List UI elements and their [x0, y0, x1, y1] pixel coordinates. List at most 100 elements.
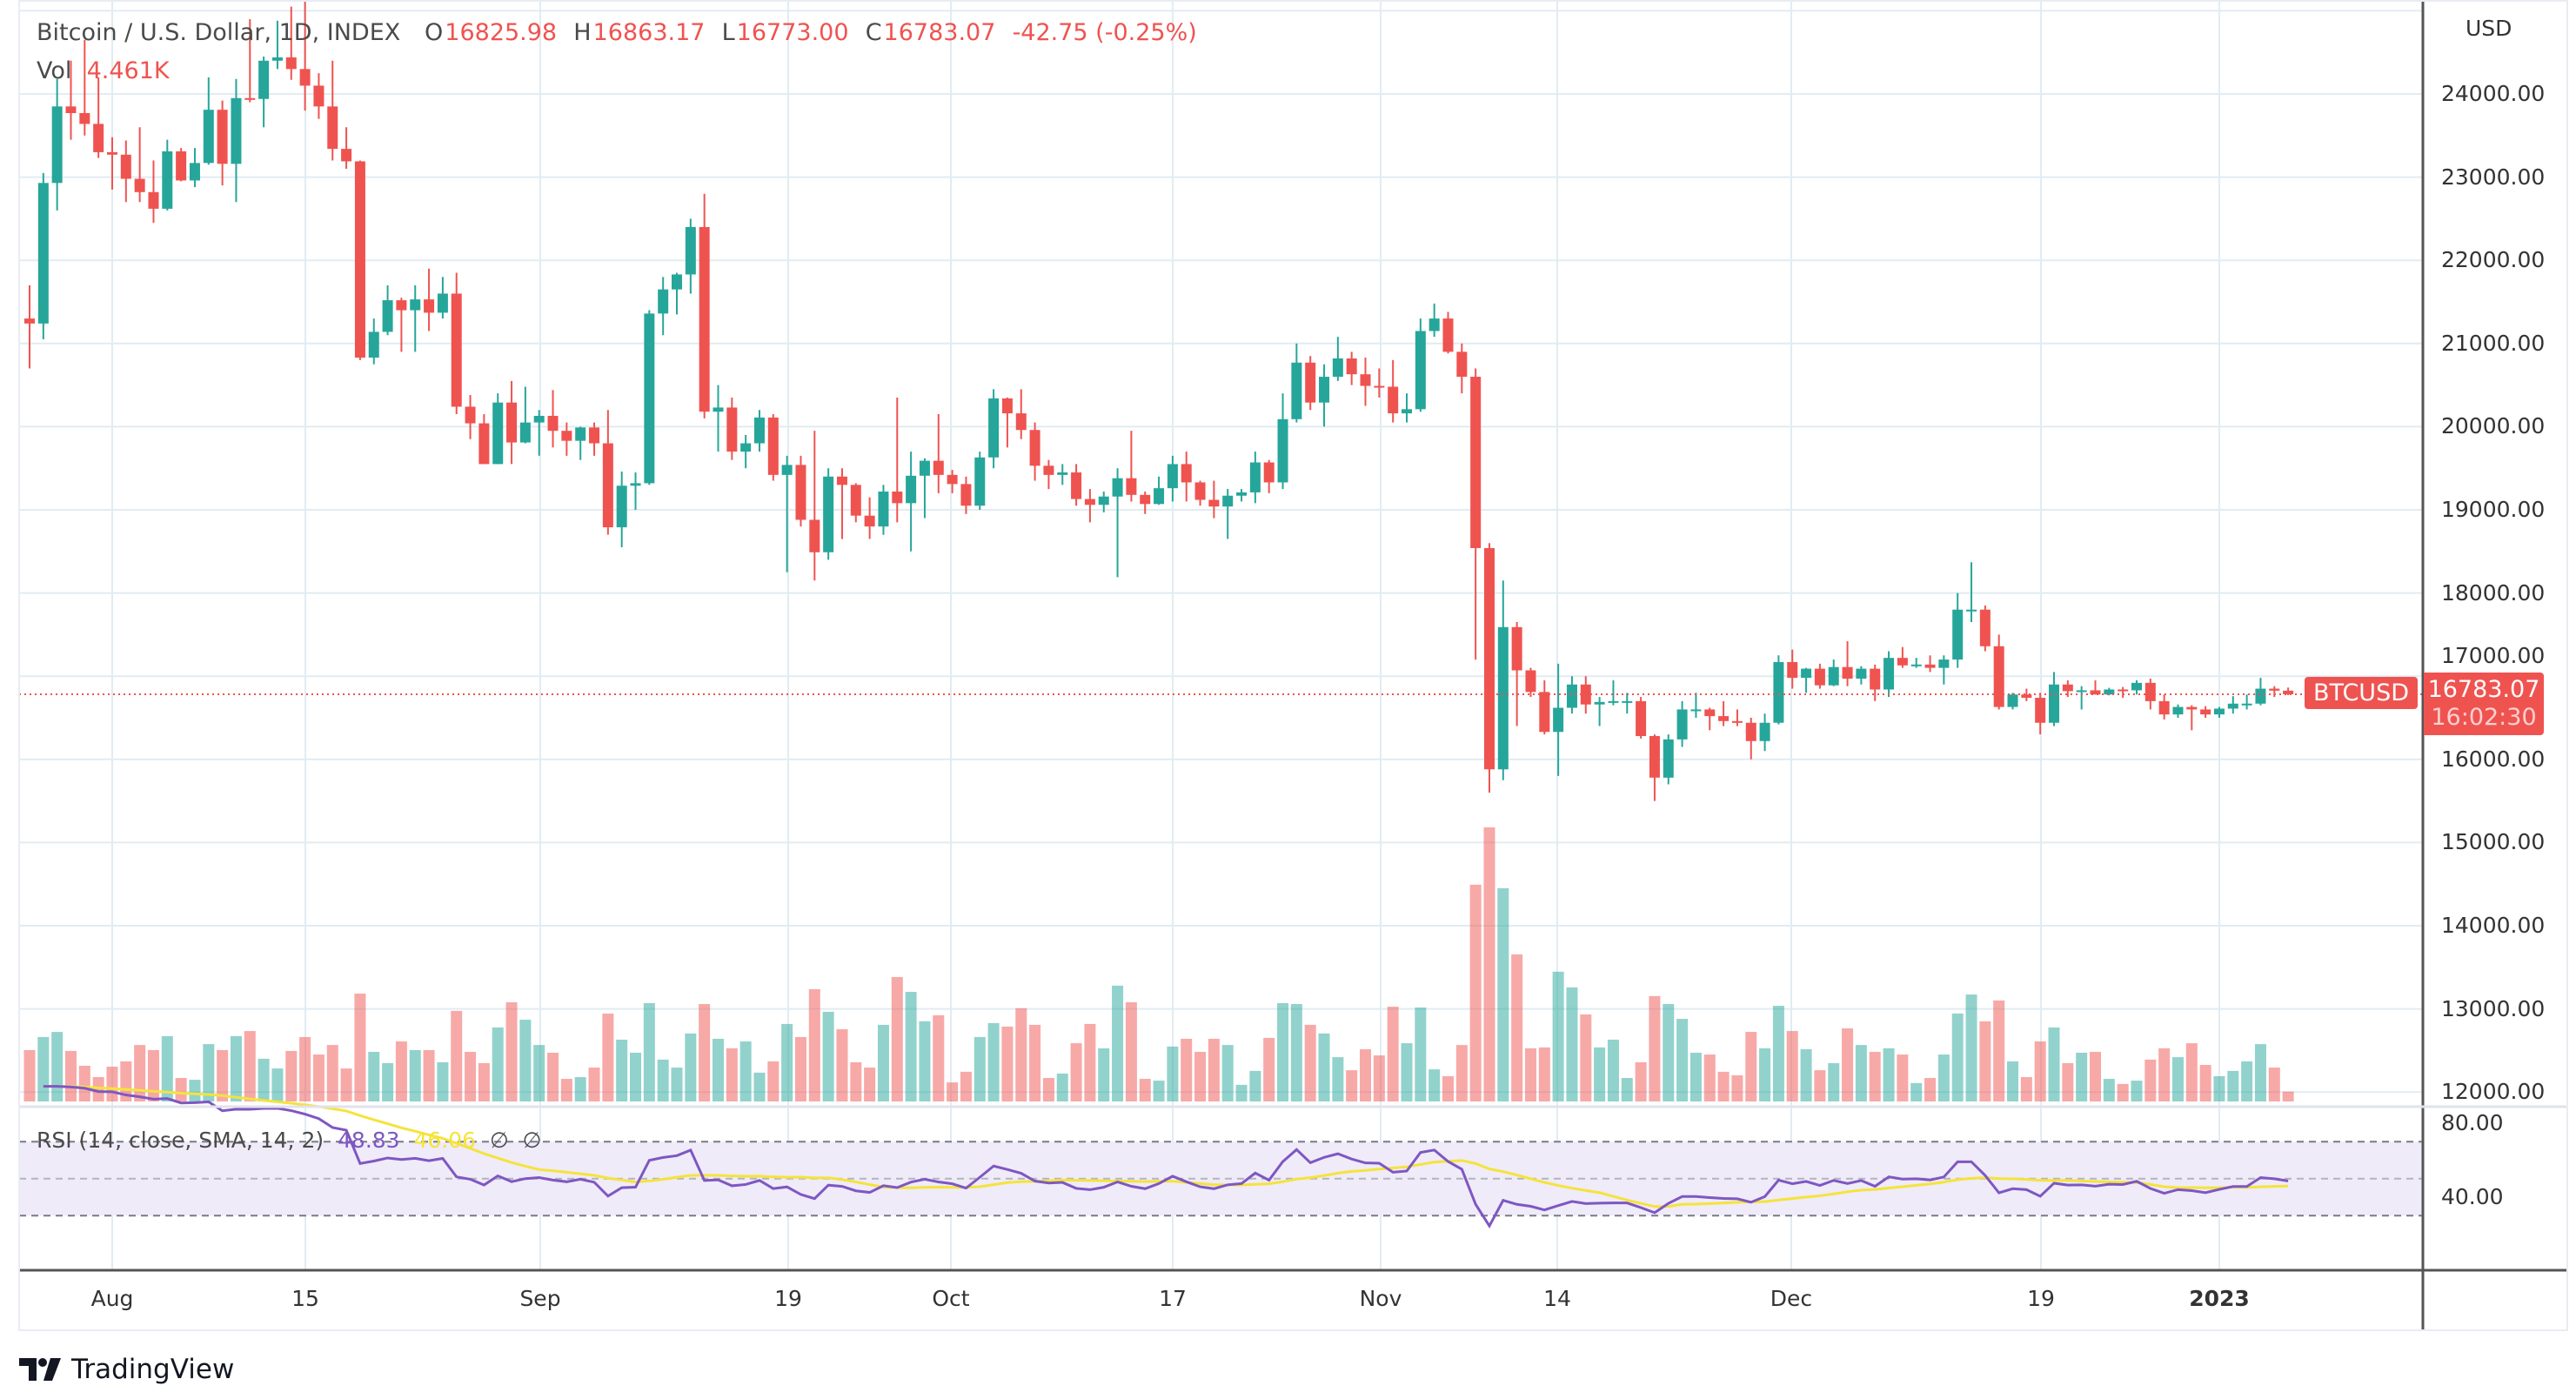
candle-body	[1870, 668, 1881, 690]
candle-body	[658, 289, 669, 314]
time-tick-label: 19	[2027, 1286, 2055, 1311]
volume-bar	[2020, 1077, 2032, 1101]
volume-bar	[1538, 1047, 1550, 1101]
volume-bar	[409, 1049, 421, 1101]
candle-body	[1112, 478, 1123, 497]
candle-body	[1856, 668, 1867, 679]
candle-body	[1015, 413, 1027, 431]
candle-body	[2090, 690, 2101, 695]
rsi-line	[43, 1085, 2289, 1229]
candle-body	[1718, 716, 1730, 721]
volume-bar	[2199, 1065, 2211, 1101]
volume-bar	[2282, 1091, 2294, 1101]
volume-bar	[2034, 1041, 2046, 1101]
candle-body	[1511, 626, 1522, 671]
candle-body	[148, 191, 159, 209]
volume-bar	[1084, 1023, 1096, 1101]
candle-body	[1249, 462, 1261, 492]
volume-bar	[37, 1036, 50, 1101]
candle-body	[2104, 689, 2115, 695]
volume-bar	[354, 994, 366, 1101]
volume-bar	[299, 1036, 311, 1101]
candle-body	[795, 465, 806, 520]
candle-body	[713, 407, 724, 412]
volume-bar	[1125, 1001, 1137, 1101]
candle-body	[1649, 736, 1660, 778]
volume-bar	[1290, 1004, 1302, 1101]
candle-body	[382, 300, 393, 332]
volume-bar	[574, 1077, 586, 1101]
low-label: L	[721, 19, 735, 46]
high-label: H	[573, 19, 592, 46]
candle-body	[2186, 706, 2198, 710]
volume-bar	[1869, 1051, 1881, 1101]
volume-bar	[106, 1067, 118, 1101]
volume-bar	[699, 1004, 711, 1101]
volume-bar	[1511, 954, 1523, 1101]
candle-body	[561, 431, 572, 441]
volume-bar	[1194, 1051, 1207, 1101]
candle-body	[672, 274, 683, 290]
volume-bar	[1814, 1070, 1826, 1101]
volume-bar	[560, 1079, 572, 1101]
candle-body	[341, 149, 352, 162]
volume-bar	[808, 988, 820, 1101]
volume-bar	[1703, 1054, 1716, 1101]
volume-bar	[2048, 1027, 2060, 1101]
rsi-lines	[43, 1085, 2289, 1229]
volume-bar	[2103, 1079, 2115, 1101]
candle-body	[51, 106, 63, 184]
candle-body	[203, 110, 214, 164]
volume-bar	[753, 1072, 766, 1101]
price-tick-label: 16000.00	[2441, 746, 2546, 772]
candle-body	[1374, 385, 1385, 388]
price-tick-label: 23000.00	[2441, 164, 2546, 190]
tradingview-logo[interactable]: TradingView	[19, 1354, 234, 1385]
symbol-legend[interactable]: Bitcoin / U.S. Dollar, 1D, INDEX O16825.…	[37, 19, 1199, 46]
candle-body	[37, 183, 49, 324]
volume-bar	[2254, 1044, 2266, 1101]
volume-bar	[1897, 1054, 1909, 1101]
volume-bar	[423, 1049, 435, 1101]
volume-bar	[1910, 1082, 1923, 1101]
time-tick-label: Nov	[1359, 1286, 1402, 1311]
volume-bar	[822, 1011, 834, 1101]
candle-body	[533, 415, 545, 423]
candle-body	[24, 318, 35, 324]
candle-body	[2049, 684, 2060, 723]
volume-legend[interactable]: Vol 4.461K	[37, 57, 170, 84]
vol-label: Vol	[37, 57, 72, 84]
volume-bar	[877, 1024, 889, 1101]
candle-body	[1222, 495, 1234, 507]
price-tick-label: 15000.00	[2441, 829, 2546, 855]
last-price-value: 16783.07	[2427, 676, 2540, 703]
candle-body	[1263, 462, 1275, 483]
candle-body	[589, 427, 600, 444]
candle-body	[836, 476, 847, 485]
candle-body	[1993, 646, 2004, 707]
candle-body	[602, 443, 613, 528]
volume-bar	[2076, 1053, 2088, 1101]
rsi-sma-value: 46.06	[413, 1128, 477, 1153]
rsi-legend[interactable]: RSI (14, close, SMA, 14, 2) 48.83 46.06 …	[37, 1128, 541, 1153]
volume-bar	[1951, 1013, 1964, 1101]
bar-countdown: 16:02:30	[2431, 704, 2537, 731]
volume-bar	[1429, 1069, 1441, 1101]
volume-bar	[326, 1045, 338, 1101]
candle-body	[2269, 688, 2280, 691]
volume-bar	[947, 1082, 959, 1101]
candle-body	[1277, 418, 1288, 483]
candle-body	[1167, 464, 1178, 489]
volume-bar	[726, 1048, 738, 1101]
volume-bar	[1745, 1032, 1757, 1101]
candlesticks	[19, 0, 2423, 801]
candle-body	[2241, 703, 2252, 706]
candle-body	[1525, 670, 1536, 693]
volume-bar	[78, 1066, 90, 1101]
volume-bar	[987, 1022, 1000, 1101]
volume-bar	[1001, 1026, 1014, 1101]
volume-bar	[2158, 1048, 2171, 1101]
volume-bar	[1483, 827, 1495, 1101]
volume-bar	[2171, 1057, 2184, 1101]
